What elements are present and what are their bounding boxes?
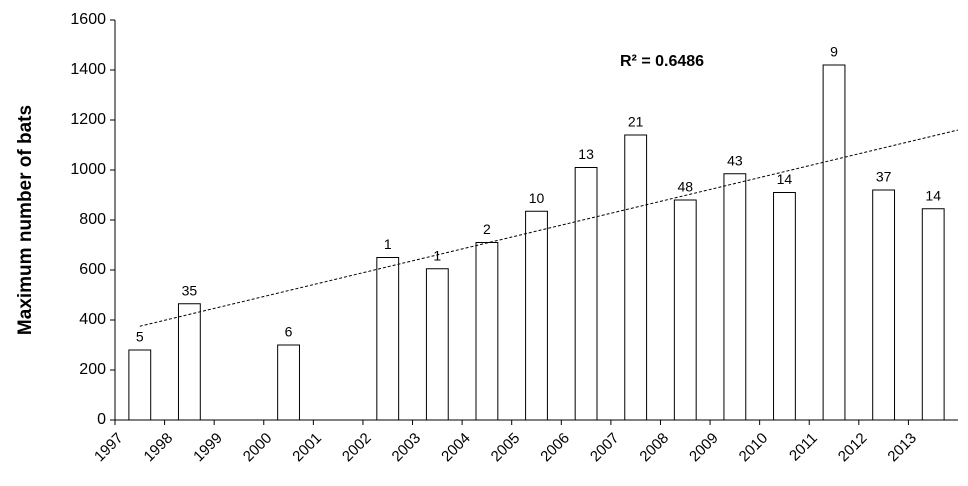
- x-tick-label: 1999: [190, 430, 226, 466]
- x-tick-label: 2001: [289, 430, 325, 466]
- bar: [872, 189, 896, 421]
- bar: [574, 167, 598, 421]
- data-label: 21: [628, 114, 644, 130]
- y-tick-label: 1000: [70, 161, 106, 178]
- y-tick-label: 1400: [70, 61, 106, 78]
- data-label: 13: [578, 146, 594, 162]
- bar: [128, 349, 152, 421]
- data-label: 35: [182, 282, 198, 298]
- bar: [277, 344, 300, 421]
- x-tick-label: 2002: [339, 430, 375, 466]
- trend-line: [139, 129, 959, 327]
- x-tick-label: 2006: [537, 430, 573, 466]
- data-label: 5: [136, 329, 144, 345]
- x-tick-label: 2003: [389, 430, 425, 466]
- y-tick-label: 0: [97, 411, 106, 428]
- bar: [773, 192, 796, 421]
- bar: [921, 208, 945, 421]
- bar: [376, 257, 400, 421]
- x-tick-label: 2009: [686, 430, 722, 466]
- bar: [525, 210, 548, 421]
- bar: [425, 268, 449, 421]
- x-tick-label: 2007: [587, 430, 623, 466]
- bar: [673, 199, 697, 421]
- x-tick-label: 2005: [488, 430, 524, 466]
- y-tick-label: 1200: [70, 111, 106, 128]
- trend-label: R² = 0.6486: [620, 53, 704, 70]
- data-label: 48: [677, 179, 693, 195]
- y-tick-label: 200: [79, 361, 106, 378]
- x-tick-label: 2008: [636, 430, 672, 466]
- x-tick-label: 2011: [786, 430, 821, 465]
- data-label: 14: [777, 171, 793, 187]
- data-label: 2: [483, 221, 491, 237]
- bar: [723, 173, 747, 421]
- x-tick-label: 2010: [736, 430, 772, 466]
- y-axis-label: Maximum number of bats: [15, 105, 36, 335]
- data-label: 10: [529, 190, 545, 206]
- y-tick-label: 800: [79, 211, 106, 228]
- y-tick-label: 400: [79, 311, 106, 328]
- data-label: 6: [285, 324, 293, 340]
- y-tick-label: 600: [79, 261, 106, 278]
- x-tick-label: 2013: [884, 430, 920, 466]
- x-tick-label: 1998: [141, 430, 177, 466]
- x-tick-label: 2000: [240, 430, 276, 466]
- bar: [475, 242, 499, 421]
- data-label: 14: [925, 187, 941, 203]
- data-label: 37: [876, 169, 892, 185]
- x-tick-label: 2004: [438, 430, 474, 466]
- bar: [822, 64, 846, 421]
- x-tick-label: 1997: [91, 430, 127, 466]
- bar: [177, 303, 201, 421]
- data-label: 1: [433, 247, 441, 263]
- x-tick-label: 2012: [835, 430, 871, 466]
- bar: [624, 134, 648, 421]
- y-tick-label: 1600: [70, 11, 106, 28]
- data-label: 1: [384, 236, 392, 252]
- data-label: 43: [727, 152, 743, 168]
- data-label: 9: [830, 44, 838, 60]
